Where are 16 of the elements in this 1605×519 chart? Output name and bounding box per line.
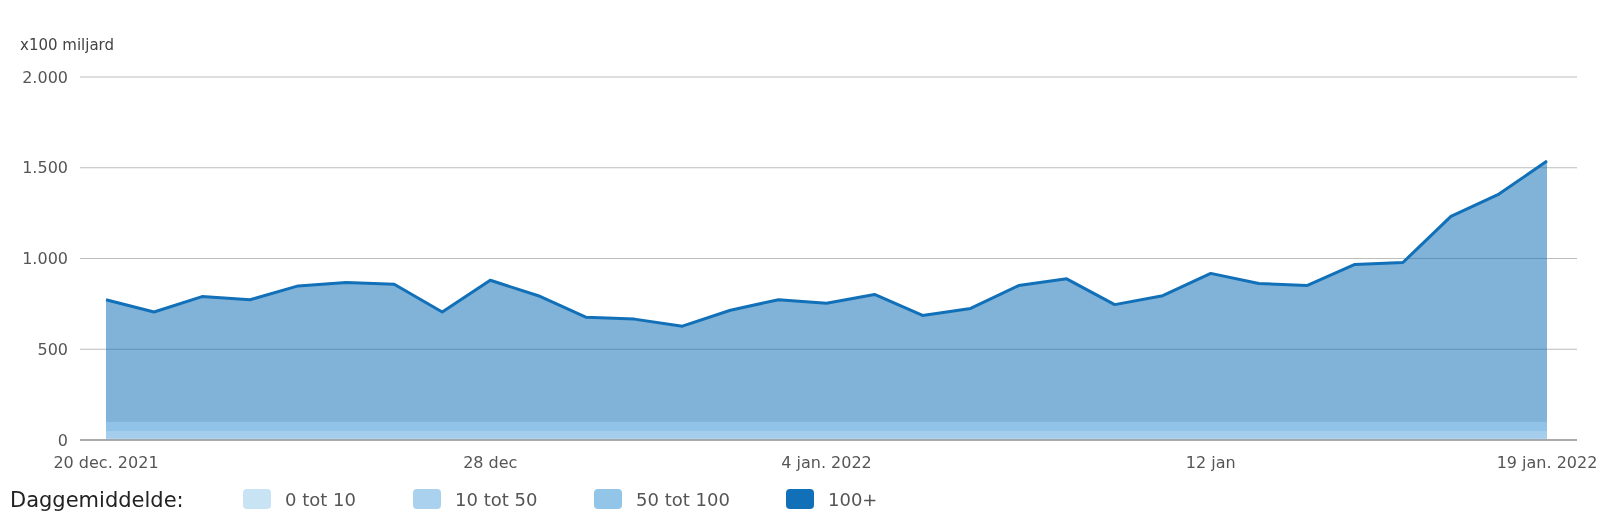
legend-label: 0 tot 10 xyxy=(285,489,356,510)
legend-title: Daggemiddelde: xyxy=(10,488,184,512)
x-tick-label: 4 jan. 2022 xyxy=(781,453,872,472)
y-tick-label: 1.500 xyxy=(22,158,68,178)
x-tick-label: 12 jan xyxy=(1185,453,1236,472)
legend-label: 50 tot 100 xyxy=(636,489,730,510)
y-tick-label: 0 xyxy=(57,430,68,450)
x-tick-label: 19 jan. 2022 xyxy=(1496,453,1598,472)
x-tick-label: 28 dec xyxy=(463,453,518,472)
y-tick-label: 2.000 xyxy=(22,67,68,87)
legend-label: 10 tot 50 xyxy=(455,489,538,510)
legend-label: 100+ xyxy=(828,489,878,510)
y-axis-title: x100 miljard xyxy=(20,36,115,54)
x-tick-label: 20 dec. 2021 xyxy=(53,453,159,472)
y-tick-label: 1.000 xyxy=(22,249,68,269)
y-tick-label: 500 xyxy=(37,339,68,359)
